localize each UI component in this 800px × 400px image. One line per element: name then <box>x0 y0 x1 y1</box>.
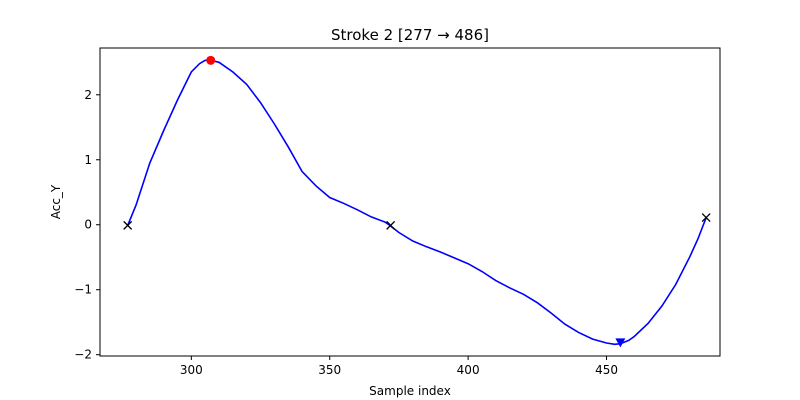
y-axis-label: Acc_Y <box>49 184 63 219</box>
endpoint-marker <box>701 213 711 223</box>
zero-crossing-marker <box>386 220 396 230</box>
y-axis: −2 −1 0 1 2 <box>74 88 100 362</box>
y-tick-label: 1 <box>84 153 92 167</box>
plot-area <box>123 55 711 348</box>
x-tick-label: 400 <box>457 363 480 377</box>
x-tick-label: 450 <box>595 363 618 377</box>
x-axis-label: Sample index <box>369 384 451 398</box>
x-tick-label: 300 <box>180 363 203 377</box>
max-marker <box>206 55 216 65</box>
y-tick-label: −1 <box>74 283 92 297</box>
series-line-0 <box>126 59 707 346</box>
y-tick-label: 2 <box>84 88 92 102</box>
x-tick-label: 350 <box>318 363 341 377</box>
y-tick-label: −2 <box>74 348 92 362</box>
chart-title: Stroke 2 [277 → 486] <box>331 26 489 44</box>
axes-frame <box>99 47 721 357</box>
min-marker <box>615 338 626 348</box>
x-axis: 300 350 400 450 <box>180 356 618 377</box>
y-tick-label: 0 <box>84 218 92 232</box>
endpoint-marker <box>123 220 133 230</box>
